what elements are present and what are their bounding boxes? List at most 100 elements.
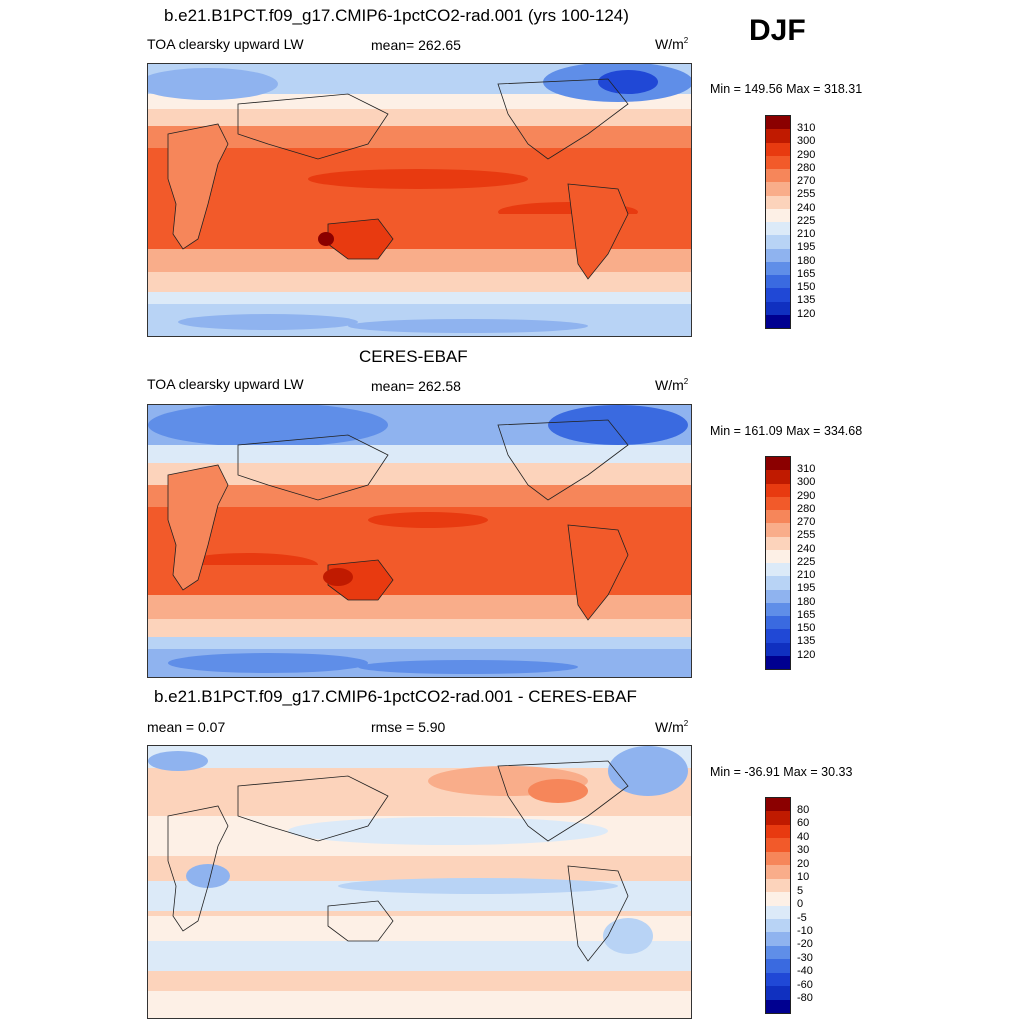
- colorbar-swatch: [766, 248, 790, 262]
- colorbar-tick-label: 150: [797, 622, 816, 634]
- colorbar-tick-label: -60: [797, 978, 813, 991]
- panel-obs-colorbar-labels: 310 300 290 280 270 255 240 225 210 195 180 165 150 1…: [797, 463, 815, 662]
- panel-diff-minmax: Min = -36.91 Max = 30.33: [710, 765, 853, 779]
- colorbar-swatch: [766, 301, 790, 315]
- panel-diff-units: W/m2: [655, 719, 689, 735]
- colorbar-tick-label: 255: [797, 188, 816, 201]
- colorbar-swatch: [766, 798, 790, 812]
- colorbar-swatch: [766, 129, 790, 143]
- panel-model-mean-label: mean= 262.65: [371, 37, 461, 53]
- colorbar-swatch: [766, 483, 790, 497]
- colorbar-tick-label: 60: [797, 817, 810, 830]
- colorbar-swatch: [766, 314, 790, 328]
- colorbar-tick-label: 20: [797, 857, 810, 870]
- colorbar-swatch: [766, 208, 790, 222]
- colorbar-swatch: [766, 470, 790, 484]
- colorbar-tick-label: 180: [797, 595, 816, 608]
- colorbar-tick-label: 290: [797, 148, 816, 161]
- colorbar-tick-label: 310: [797, 122, 816, 134]
- panel-obs-mean-label: mean= 262.58: [371, 378, 461, 394]
- colorbar-tick-label: 270: [797, 175, 816, 187]
- colorbar-tick-label: 280: [797, 502, 816, 515]
- colorbar-tick-label: 5: [797, 884, 804, 897]
- colorbar-swatch: [766, 589, 790, 603]
- colorbar-swatch: [766, 169, 790, 183]
- panel-model-variable-label: TOA clearsky upward LW: [147, 36, 304, 52]
- colorbar-tick-label: 195: [797, 582, 816, 595]
- colorbar-swatch: [766, 536, 790, 550]
- panel-diff-map: [147, 745, 692, 1019]
- colorbar-tick-label: -80: [797, 992, 813, 1005]
- colorbar-swatch: [766, 905, 790, 919]
- panel-obs-minmax: Min = 161.09 Max = 334.68: [710, 424, 863, 438]
- panel-obs-map: [147, 404, 692, 678]
- colorbar-tick-label: 225: [797, 555, 816, 568]
- colorbar-tick-label: -40: [797, 965, 813, 978]
- colorbar-swatch: [766, 155, 790, 169]
- colorbar-swatch: [766, 932, 790, 946]
- colorbar-tick-label: 80: [797, 804, 810, 816]
- panel-model-colorbar: [765, 115, 791, 329]
- colorbar-tick-label: 290: [797, 489, 816, 502]
- panel-diff-mean-label: mean = 0.07: [147, 719, 226, 735]
- colorbar-tick-label: -10: [797, 924, 813, 937]
- colorbar-swatch: [766, 510, 790, 524]
- colorbar-tick-label: -30: [797, 951, 813, 964]
- panel-obs-variable-label: TOA clearsky upward LW: [147, 376, 304, 392]
- colorbar-swatch: [766, 275, 790, 289]
- colorbar-swatch: [766, 496, 790, 510]
- colorbar-tick-label: 240: [797, 201, 816, 214]
- colorbar-swatch: [766, 824, 790, 839]
- colorbar-tick-label: 0: [797, 898, 804, 911]
- colorbar-tick-label: 300: [797, 476, 816, 489]
- colorbar-swatch: [766, 235, 790, 249]
- colorbar-swatch: [766, 878, 790, 893]
- colorbar-swatch: [766, 261, 790, 275]
- colorbar-swatch: [766, 563, 790, 577]
- colorbar-tick-label: -5: [797, 911, 807, 924]
- colorbar-swatch: [766, 549, 790, 563]
- panel-model-minmax: Min = 149.56 Max = 318.31: [710, 82, 863, 96]
- colorbar-swatch: [766, 865, 790, 879]
- colorbar-tick-label: 255: [797, 529, 816, 542]
- colorbar-swatch: [766, 457, 790, 471]
- colorbar-swatch: [766, 945, 790, 960]
- colorbar-tick-label: 270: [797, 516, 816, 528]
- colorbar-swatch: [766, 142, 790, 156]
- colorbar-tick-label: 120: [797, 307, 816, 320]
- panel-obs-colorbar: [765, 456, 791, 670]
- colorbar-swatch: [766, 222, 790, 236]
- colorbar-swatch: [766, 918, 790, 933]
- season-label: DJF: [749, 14, 806, 47]
- colorbar-swatch: [766, 629, 790, 643]
- colorbar-tick-label: 10: [797, 871, 810, 884]
- colorbar-tick-label: 135: [797, 635, 816, 648]
- colorbar-tick-label: 210: [797, 569, 816, 581]
- colorbar-swatch: [766, 811, 790, 825]
- colorbar-tick-label: 150: [797, 281, 816, 293]
- colorbar-swatch: [766, 182, 790, 196]
- colorbar-tick-label: -20: [797, 938, 813, 951]
- colorbar-tick-label: 225: [797, 214, 816, 227]
- panel-diff-colorbar: [765, 797, 791, 1014]
- colorbar-tick-label: 280: [797, 161, 816, 174]
- colorbar-swatch: [766, 642, 790, 656]
- panel-diff-rmse-label: rmse = 5.90: [371, 719, 446, 735]
- panel-model-units: W/m2: [655, 36, 689, 52]
- colorbar-swatch: [766, 959, 790, 973]
- colorbar-swatch: [766, 616, 790, 630]
- colorbar-swatch: [766, 851, 790, 866]
- colorbar-swatch: [766, 655, 790, 669]
- panel-model-title: b.e21.B1PCT.f09_g17.CMIP6-1pctCO2-rad.00…: [164, 6, 629, 25]
- colorbar-swatch: [766, 116, 790, 130]
- colorbar-tick-label: 135: [797, 294, 816, 307]
- colorbar-tick-label: 165: [797, 608, 816, 621]
- colorbar-tick-label: 120: [797, 648, 816, 661]
- colorbar-swatch: [766, 999, 790, 1013]
- colorbar-swatch: [766, 986, 790, 1000]
- colorbar-swatch: [766, 576, 790, 590]
- colorbar-swatch: [766, 602, 790, 616]
- colorbar-tick-label: 30: [797, 844, 810, 857]
- colorbar-tick-label: 195: [797, 241, 816, 254]
- panel-diff-colorbar-labels: 80 60 40 30 20 10 5 0 -5 -10 -20 -30 -40 -60 -80: [797, 804, 813, 1006]
